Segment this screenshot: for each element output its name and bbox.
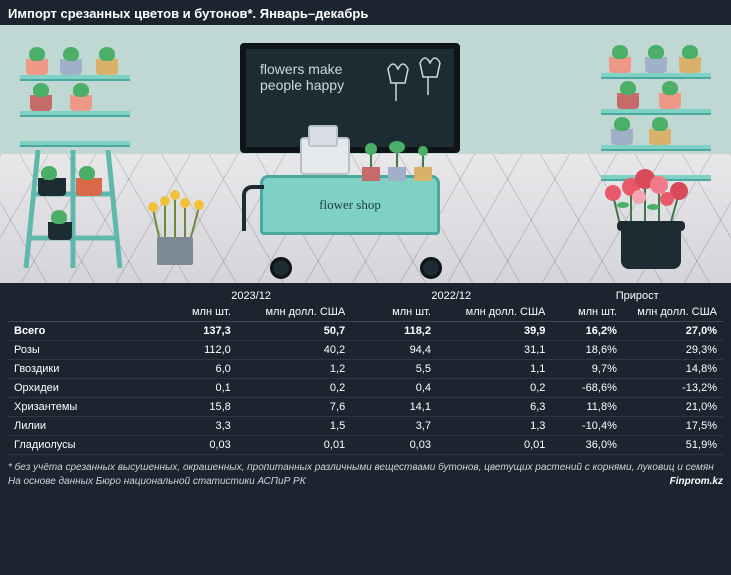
cell: 31,1 (437, 341, 551, 360)
cell: 1,5 (237, 417, 351, 436)
cell: 15,8 (151, 398, 237, 417)
table-row: Гвоздики6,01,25,51,19,7%14,8% (8, 360, 723, 379)
cell: 3,7 (351, 417, 437, 436)
sub-header: млн шт. (551, 303, 623, 322)
cell: 1,3 (437, 417, 551, 436)
cell: -13,2% (623, 379, 723, 398)
table-row: Лилии3,31,53,71,3-10,4%17,5% (8, 417, 723, 436)
cell: 112,0 (151, 341, 237, 360)
data-table-wrapper: 2023/122022/12Прирост млн шт.млн долл. С… (0, 283, 731, 457)
row-label: Гладиолусы (8, 436, 151, 455)
row-label: Розы (8, 341, 151, 360)
row-label: Орхидеи (8, 379, 151, 398)
cell: -10,4% (551, 417, 623, 436)
cell: 14,1 (351, 398, 437, 417)
cell: 40,2 (237, 341, 351, 360)
page-title: Импорт срезанных цветов и бутонов*. Янва… (0, 0, 731, 25)
cell: 29,3% (623, 341, 723, 360)
black-pot (621, 229, 681, 269)
cart-wheel (420, 257, 442, 279)
sub-header: млн долл. США (437, 303, 551, 322)
row-label: Лилии (8, 417, 151, 436)
cell: 94,4 (351, 341, 437, 360)
cell: 118,2 (351, 322, 437, 341)
cell: 36,0% (551, 436, 623, 455)
cash-register-icon (300, 137, 350, 175)
cell: 9,7% (551, 360, 623, 379)
flower-cart: flower shop (240, 145, 470, 275)
cell: 1,2 (237, 360, 351, 379)
cell: 7,6 (237, 398, 351, 417)
cart-handle (242, 185, 264, 231)
cell: 6,0 (151, 360, 237, 379)
group-header (8, 287, 151, 303)
table-row: Орхидеи0,10,20,40,2-68,6%-13,2% (8, 379, 723, 398)
table-row: Всего137,350,7118,239,916,2%27,0% (8, 322, 723, 341)
sub-header: млн шт. (151, 303, 237, 322)
cell: 39,9 (437, 322, 551, 341)
cell: 5,5 (351, 360, 437, 379)
cart-plants-icon (360, 139, 450, 185)
easel-stand (18, 150, 128, 270)
chalkboard: flowers make people happy (240, 43, 460, 153)
cell: 137,3 (151, 322, 237, 341)
cart-wheel (270, 257, 292, 279)
cell: 16,2% (551, 322, 623, 341)
sub-header: млн долл. США (623, 303, 723, 322)
cell: 51,9% (623, 436, 723, 455)
rose-bouquet (591, 149, 701, 269)
yellow-flowers (135, 179, 215, 269)
group-header: Прирост (551, 287, 723, 303)
cell: 1,1 (437, 360, 551, 379)
sub-header: млн шт. (351, 303, 437, 322)
table-row: Розы112,040,294,431,118,6%29,3% (8, 341, 723, 360)
row-label: Гвоздики (8, 360, 151, 379)
row-label: Всего (8, 322, 151, 341)
shelf-left (20, 45, 130, 145)
cell: 14,8% (623, 360, 723, 379)
cell: 0,1 (151, 379, 237, 398)
cart-label: flower shop (319, 197, 381, 213)
flower-shop-illustration: flowers make people happy flower shop (0, 25, 731, 283)
cell: 11,8% (551, 398, 623, 417)
cell: 0,4 (351, 379, 437, 398)
cell: 0,03 (151, 436, 237, 455)
cell: 27,0% (623, 322, 723, 341)
flowers-import-table: 2023/122022/12Прирост млн шт.млн долл. С… (8, 287, 723, 455)
cell: 6,3 (437, 398, 551, 417)
cell: 0,01 (437, 436, 551, 455)
group-header: 2023/12 (151, 287, 351, 303)
cell: 0,03 (351, 436, 437, 455)
cell: -68,6% (551, 379, 623, 398)
cell: 3,3 (151, 417, 237, 436)
cell: 0,01 (237, 436, 351, 455)
table-row: Хризантемы15,87,614,16,311,8%21,0% (8, 398, 723, 417)
footnote: * без учёта срезанных высушенных, окраше… (0, 457, 731, 474)
cell: 18,6% (551, 341, 623, 360)
cell: 21,0% (623, 398, 723, 417)
sub-header (8, 303, 151, 322)
tulip-outline-icon (378, 57, 448, 107)
row-label: Хризантемы (8, 398, 151, 417)
cell: 17,5% (623, 417, 723, 436)
cell: 0,2 (437, 379, 551, 398)
source-text: На основе данных Бюро национальной стати… (8, 476, 306, 487)
table-row: Гладиолусы0,030,010,030,0136,0%51,9% (8, 436, 723, 455)
cell: 0,2 (237, 379, 351, 398)
brand-label: Finprom.kz (670, 476, 723, 487)
group-header: 2022/12 (351, 287, 551, 303)
cell: 50,7 (237, 322, 351, 341)
sub-header: млн долл. США (237, 303, 351, 322)
